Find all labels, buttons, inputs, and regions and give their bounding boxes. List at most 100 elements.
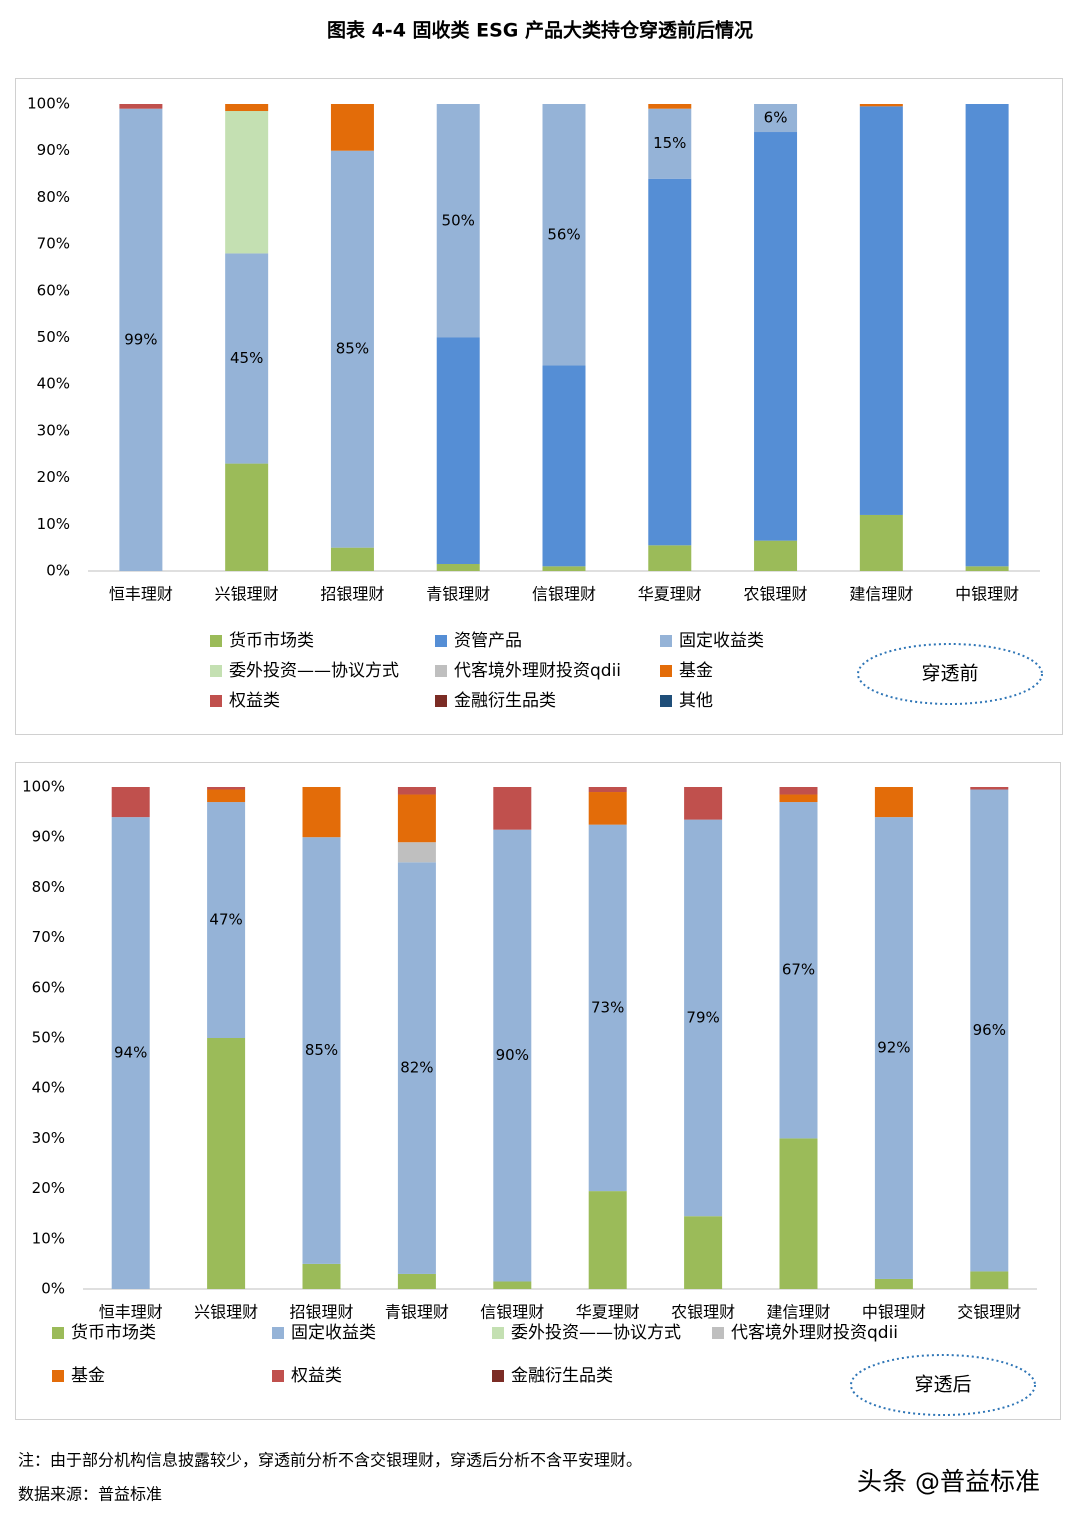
bar-segment <box>874 817 913 1279</box>
x-tick-label: 农银理财 <box>671 1303 735 1322</box>
bar-segment <box>302 1263 341 1289</box>
bar-segment <box>684 1216 723 1289</box>
legend-swatch <box>660 665 672 677</box>
bar-segment <box>859 104 903 107</box>
legend-swatch <box>435 665 447 677</box>
y-tick-label: 90% <box>32 828 65 846</box>
bar-segment <box>397 1273 436 1289</box>
legend-label: 金融衍生品类 <box>511 1366 613 1386</box>
legend-swatch <box>272 1327 284 1339</box>
data-label: 50% <box>442 211 475 229</box>
legend-swatch <box>272 1370 284 1382</box>
data-label: 96% <box>973 1021 1006 1039</box>
bar-segment <box>493 1281 532 1289</box>
y-tick-label: 30% <box>37 421 70 439</box>
data-label: 15% <box>653 134 686 152</box>
bar-segment <box>754 132 798 541</box>
legend-label: 货币市场类 <box>71 1323 156 1343</box>
legend-swatch <box>52 1327 64 1339</box>
y-tick-label: 10% <box>37 515 70 533</box>
bar-segment <box>436 563 480 571</box>
y-tick-label: 70% <box>37 235 70 253</box>
bar-segment <box>111 787 150 818</box>
legend-label: 其他 <box>679 691 713 711</box>
data-label: 6% <box>764 109 788 127</box>
y-tick-label: 60% <box>32 978 65 996</box>
bar-segment <box>779 1138 818 1289</box>
bar-segment <box>225 463 269 571</box>
source: 数据来源：普益标准 <box>18 1485 162 1504</box>
x-tick-label: 中银理财 <box>955 585 1019 604</box>
data-label: 47% <box>209 911 242 929</box>
bar-segment <box>542 104 586 366</box>
figure-title: 图表 4-4 固收类 ESG 产品大类持仓穿透前后情况 <box>327 19 753 42</box>
x-tick-label: 建信理财 <box>766 1303 830 1322</box>
legend-label: 权益类 <box>229 691 280 711</box>
y-tick-label: 20% <box>37 468 70 486</box>
bar-segment <box>965 104 1009 567</box>
annotation-ellipse <box>857 643 1043 705</box>
legend-label: 资管产品 <box>454 631 522 651</box>
bar-segment <box>859 514 903 571</box>
chart-frame <box>15 762 1061 1420</box>
legend-label: 代客境外理财投资qdii <box>454 661 621 681</box>
bar-segment <box>225 111 269 254</box>
bar-segment <box>684 787 723 820</box>
legend-swatch <box>210 695 222 707</box>
bar-segment <box>970 787 1009 790</box>
x-tick-label: 交银理财 <box>957 1303 1021 1322</box>
bar-segment <box>588 824 627 1192</box>
bar-segment <box>207 1038 246 1289</box>
annotation: 穿透后 <box>914 1374 971 1396</box>
bar-segment <box>436 104 480 338</box>
x-tick-label: 招银理财 <box>289 1303 353 1322</box>
bar-segment <box>684 819 723 1217</box>
legend-label: 委外投资——协议方式 <box>511 1323 681 1343</box>
bar-segment <box>119 108 163 572</box>
bar-segment <box>648 178 692 546</box>
data-label: 85% <box>305 1041 338 1059</box>
x-tick-label: 兴银理财 <box>194 1303 258 1322</box>
x-tick-label: 青银理财 <box>426 585 490 604</box>
bar-segment <box>302 837 341 1264</box>
bar-segment <box>779 787 818 795</box>
bar-segment <box>754 540 798 571</box>
legend-label: 固定收益类 <box>679 631 764 651</box>
bar-segment <box>588 1191 627 1289</box>
data-label: 56% <box>547 225 580 243</box>
data-label: 99% <box>124 330 157 348</box>
bar-segment <box>397 862 436 1274</box>
x-tick-label: 恒丰理财 <box>99 1303 163 1322</box>
bar-segment <box>330 547 374 571</box>
x-tick-label: 恒丰理财 <box>109 585 173 604</box>
bar-segment <box>397 794 436 843</box>
data-label: 92% <box>877 1039 910 1057</box>
data-label: 85% <box>336 340 369 358</box>
bar-segment <box>330 104 374 151</box>
x-tick-label: 华夏理财 <box>576 1303 640 1322</box>
y-tick-label: 0% <box>46 562 70 580</box>
bar-segment <box>542 566 586 571</box>
legend-label: 权益类 <box>291 1366 342 1386</box>
y-tick-label: 40% <box>32 1079 65 1097</box>
y-tick-label: 40% <box>37 375 70 393</box>
bar-segment <box>874 787 913 818</box>
legend-label: 基金 <box>679 661 713 681</box>
legend-swatch <box>660 635 672 647</box>
legend-swatch <box>492 1370 504 1382</box>
bar-segment <box>225 104 269 112</box>
annotation: 穿透前 <box>921 663 978 685</box>
legend-label: 固定收益类 <box>291 1323 376 1343</box>
x-tick-label: 招银理财 <box>320 585 384 604</box>
watermark: 头条 @普益标准 <box>857 1467 1040 1496</box>
legend-label: 委外投资——协议方式 <box>229 661 399 681</box>
y-tick-label: 50% <box>32 1029 65 1047</box>
bar-segment <box>542 365 586 567</box>
x-tick-label: 兴银理财 <box>215 585 279 604</box>
y-tick-label: 90% <box>37 141 70 159</box>
x-tick-label: 华夏理财 <box>638 585 702 604</box>
y-tick-label: 30% <box>32 1129 65 1147</box>
bar-segment <box>111 817 150 1289</box>
y-tick-label: 20% <box>32 1179 65 1197</box>
bar-segment <box>965 566 1009 571</box>
